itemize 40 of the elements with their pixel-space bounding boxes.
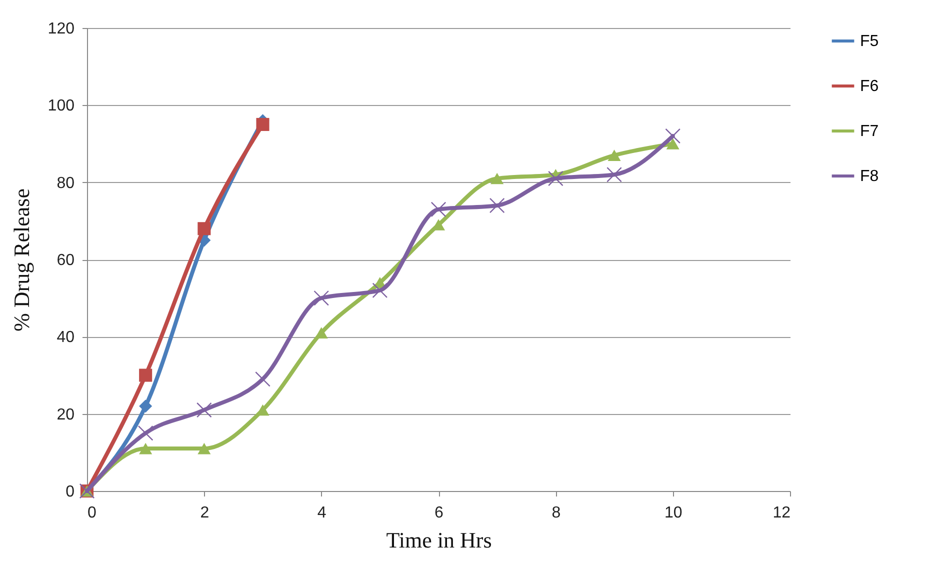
point: [548, 170, 564, 186]
legend-label: F8: [860, 168, 879, 185]
y-tick-label: 80: [56, 174, 75, 192]
point: [198, 442, 211, 454]
x-tick-label: 6: [434, 504, 444, 522]
y-tick-label: 20: [56, 406, 75, 424]
point: [138, 425, 154, 441]
point: [314, 327, 328, 338]
y-tick-label: 100: [48, 98, 75, 115]
point: [489, 198, 505, 214]
legend-label: F5: [860, 33, 879, 50]
y-tick-label: 120: [48, 20, 75, 38]
legend-label: F7: [860, 123, 879, 140]
x-tick-label: 4: [317, 504, 326, 522]
x-tick-label: 8: [552, 504, 561, 522]
point: [608, 150, 621, 161]
x-tick-label: 0: [88, 504, 96, 522]
x-tick-label: 2: [200, 504, 210, 522]
point: [665, 128, 681, 144]
point: [256, 118, 270, 131]
point: [198, 222, 211, 236]
x-tick-label: 10: [664, 504, 682, 522]
point: [606, 166, 622, 182]
x-tick-label: 12: [772, 504, 791, 522]
point: [196, 402, 212, 418]
point: [139, 400, 152, 413]
point: [314, 290, 330, 306]
y-axis-title: % Drug Release: [8, 188, 34, 332]
y-tick-label: 60: [56, 252, 75, 269]
point: [139, 368, 152, 382]
legend-label: F6: [860, 78, 879, 95]
point: [490, 172, 504, 184]
point: [430, 202, 446, 218]
x-axis-title: Time in Hrs: [386, 528, 492, 552]
point: [139, 442, 152, 454]
y-tick-label: 40: [56, 329, 75, 346]
point: [372, 282, 388, 298]
y-tick-label: 0: [66, 484, 75, 500]
point: [255, 371, 270, 387]
point: [666, 138, 680, 150]
